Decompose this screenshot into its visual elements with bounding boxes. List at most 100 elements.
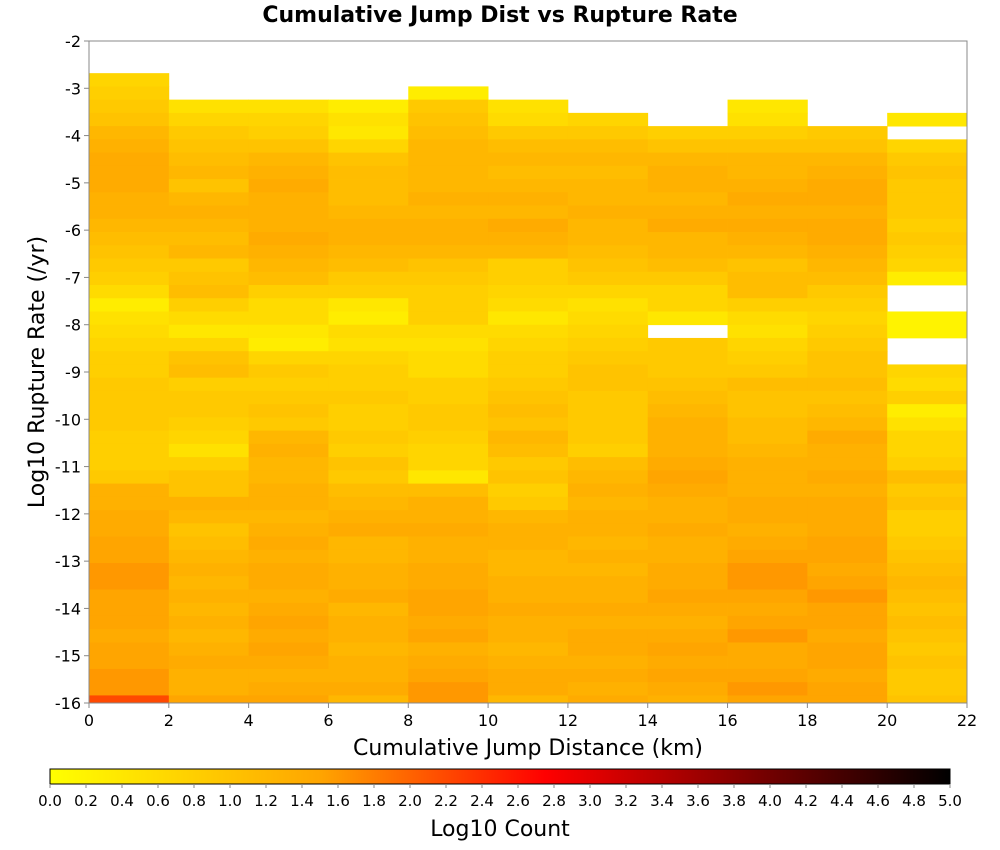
heatmap-cell <box>488 589 569 604</box>
heatmap-cell <box>328 430 409 445</box>
heatmap-cell <box>89 298 170 312</box>
heatmap-cell <box>488 139 569 153</box>
heatmap-cell <box>567 126 649 140</box>
heatmap-cell <box>887 417 968 432</box>
heatmap-cell <box>248 655 329 670</box>
colorbar-tick-label: 3.4 <box>650 792 674 810</box>
heatmap-cell <box>408 284 489 299</box>
heatmap-cell <box>488 549 569 564</box>
heatmap-cell <box>727 457 808 471</box>
heatmap-cell <box>328 311 409 326</box>
y-tick-label: -16 <box>55 694 81 713</box>
heatmap-cell <box>408 549 489 564</box>
heatmap-cell <box>807 695 888 704</box>
heatmap-cell <box>248 470 329 484</box>
heatmap-cell <box>168 470 250 484</box>
heatmap-cell <box>328 496 409 511</box>
heatmap-cell <box>807 615 888 630</box>
colorbar-tick-label: 2.2 <box>434 792 458 810</box>
heatmap-cell <box>567 258 649 273</box>
heatmap-cell <box>488 390 569 405</box>
heatmap-cell <box>887 245 968 259</box>
heatmap-cell <box>168 284 250 299</box>
heatmap-cell <box>168 668 250 683</box>
heatmap-cell <box>647 245 728 259</box>
x-axis-ticks: 0 2 4 6 8 10 12 14 16 18 20 22 <box>84 703 977 730</box>
heatmap-cell <box>168 536 250 551</box>
heatmap-cell <box>647 390 728 405</box>
heatmap-cell <box>488 284 569 299</box>
heatmap-cell <box>727 549 808 564</box>
heatmap-cell <box>567 218 649 233</box>
heatmap-cell <box>408 642 489 657</box>
colorbar-tick-label: 3.6 <box>686 792 710 810</box>
heatmap-cell <box>807 682 888 696</box>
heatmap-cell <box>567 192 649 206</box>
heatmap-cell <box>727 655 808 670</box>
heatmap-cell <box>168 682 250 696</box>
heatmap-cell <box>887 165 968 180</box>
heatmap-cell <box>168 218 250 233</box>
heatmap-cell <box>567 232 649 246</box>
heatmap-cell <box>807 563 888 577</box>
heatmap-cell <box>567 510 649 524</box>
heatmap-cell <box>887 655 968 670</box>
heatmap-cell <box>89 390 170 405</box>
heatmap-cell <box>727 284 808 299</box>
heatmap-cell <box>647 126 728 140</box>
heatmap-cell <box>408 417 489 432</box>
heatmap-cell <box>408 218 489 233</box>
heatmap-cell <box>727 629 808 643</box>
heatmap-cell <box>168 576 250 590</box>
heatmap-cell <box>89 563 170 577</box>
heatmap-cell <box>807 430 888 445</box>
heatmap-cell <box>807 165 888 180</box>
heatmap-cell <box>248 377 329 392</box>
heatmap-cell <box>89 655 170 670</box>
heatmap-cell <box>807 337 888 352</box>
heatmap-cell <box>807 523 888 537</box>
heatmap-cell <box>807 602 888 617</box>
heatmap-cell <box>328 258 409 273</box>
heatmap-cell <box>807 205 888 220</box>
heatmap-cell <box>89 496 170 511</box>
heatmap-cell <box>887 695 968 704</box>
y-tick-label: -13 <box>55 552 81 571</box>
heatmap-cell <box>887 311 968 326</box>
heatmap-cell <box>647 470 728 484</box>
heatmap-cell <box>248 615 329 630</box>
heatmap-cell <box>168 496 250 511</box>
heatmap-cell <box>727 311 808 326</box>
heatmap-cell <box>248 112 329 127</box>
heatmap-cell <box>488 205 569 220</box>
heatmap-cell <box>328 695 409 704</box>
heatmap-cell <box>488 457 569 471</box>
heatmap-cell <box>89 232 170 246</box>
heatmap-cell <box>408 655 489 670</box>
heatmap-cell <box>328 165 409 180</box>
heatmap-cell <box>727 112 808 127</box>
heatmap-cell <box>488 576 569 590</box>
heatmap-cell <box>168 179 250 193</box>
heatmap-cell <box>727 668 808 683</box>
colorbar-ticks: 0.0 0.2 0.4 0.6 0.8 1.0 1.2 1.4 1.6 1.8 2.0 2.2 2.4 2… <box>38 784 962 810</box>
heatmap-cell <box>89 245 170 259</box>
heatmap-cell <box>89 324 170 339</box>
heatmap-cell <box>488 152 569 167</box>
heatmap-cell <box>807 351 888 365</box>
heatmap-cell <box>807 576 888 590</box>
heatmap-cell <box>807 629 888 643</box>
heatmap-cell <box>408 139 489 153</box>
heatmap-cell <box>567 205 649 220</box>
colorbar-tick-label: 0.4 <box>110 792 134 810</box>
heatmap-cell <box>567 311 649 326</box>
heatmap-cell <box>647 417 728 432</box>
y-tick-label: -4 <box>65 127 81 146</box>
heatmap-cell <box>328 232 409 246</box>
heatmap-cell <box>727 99 808 114</box>
heatmap-cell <box>647 483 728 498</box>
heatmap-cell <box>89 351 170 365</box>
heatmap-cell <box>168 245 250 259</box>
heatmap-cell <box>567 483 649 498</box>
heatmap-cell <box>727 589 808 604</box>
